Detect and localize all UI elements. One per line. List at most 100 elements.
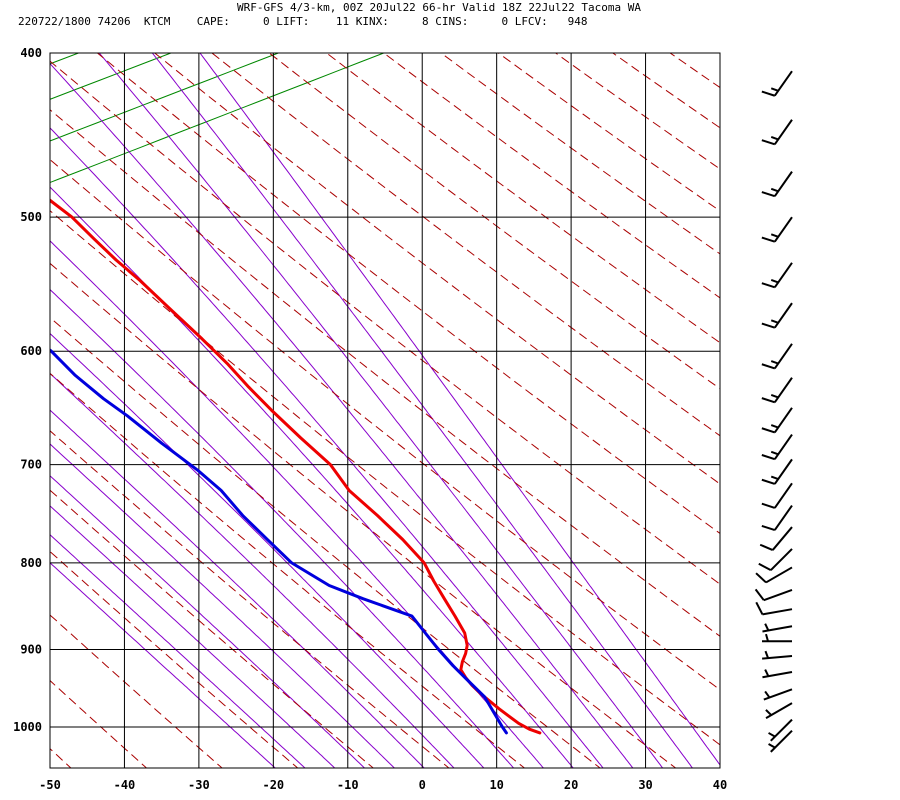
dry-adiabat: [50, 158, 720, 691]
dry-adiabat: [50, 748, 72, 768]
wind-barb: [765, 702, 793, 719]
wind-barb: [761, 262, 793, 289]
dry-adiabat: [714, 44, 900, 770]
dry-adiabat: [382, 53, 720, 299]
moist-adiabat: [50, 288, 515, 768]
mixing-ratio-line: [50, 53, 173, 100]
temperature-tick-label: 0: [419, 778, 426, 792]
wind-barb: [762, 623, 793, 633]
temperature-tick-label: -40: [114, 778, 136, 792]
dry-adiabat: [50, 262, 677, 768]
dry-adiabat: [554, 53, 720, 170]
wind-barb: [761, 504, 793, 532]
moist-adiabat: [50, 409, 425, 768]
wind-barb: [761, 302, 793, 329]
pressure-tick-label: 900: [20, 642, 42, 656]
wind-barb: [768, 729, 793, 753]
pressure-tick-label: 1000: [13, 720, 42, 734]
temperature-axis: -50 -40 -30 -20 -10 0 10 20 30 40: [39, 778, 727, 792]
temperature-tick-label: 40: [713, 778, 727, 792]
moist-adiabat: [50, 332, 485, 768]
wind-barb: [758, 548, 793, 572]
dry-adiabat: [50, 60, 720, 585]
temperature-tick-label: -20: [262, 778, 284, 792]
wind-barb: [762, 669, 793, 679]
dewpoint-profile: [50, 348, 508, 735]
mixing-ratio-line: [50, 53, 386, 184]
pressure-tick-label: 600: [20, 344, 42, 358]
dry-adiabat: [669, 53, 720, 89]
dry-adiabat: [211, 53, 720, 437]
moist-adiabat: [50, 534, 306, 768]
dry-adiabat: [440, 53, 720, 255]
wind-barb: [762, 650, 793, 660]
temperature-profile: [50, 198, 542, 735]
dry-adiabat: [50, 430, 450, 768]
wind-barb: [768, 718, 793, 742]
wind-barb: [759, 526, 793, 551]
plot-border: [49, 52, 721, 769]
wind-barb: [761, 171, 793, 198]
dry-adiabat: [50, 489, 375, 768]
dry-adiabat: [50, 210, 720, 746]
wind-barb: [761, 458, 793, 485]
wind-barb: [761, 70, 793, 97]
moist-adiabats: [50, 53, 720, 768]
moist-adiabat: [50, 475, 366, 768]
temperature-tick-label: -10: [337, 778, 359, 792]
moist-adiabat: [199, 53, 720, 766]
temperature-tick-label: 30: [638, 778, 652, 792]
temperature-tick-label: 20: [564, 778, 578, 792]
plot-frame: [49, 52, 721, 769]
wind-barb: [762, 633, 792, 643]
pressure-tick-label: 700: [20, 458, 42, 472]
pressure-axis: 400 500 600 700 800 900 1000: [13, 46, 42, 734]
mixing-ratio-lines: [0, 44, 386, 770]
moist-adiabat: [50, 505, 336, 768]
dry-adiabats: [50, 44, 900, 770]
wind-barb: [755, 601, 793, 616]
wind-barb: [761, 434, 793, 461]
wind-barbs: [754, 70, 793, 753]
temperature-tick-label: 10: [489, 778, 503, 792]
moist-adiabat: [151, 53, 694, 768]
dry-adiabat: [50, 614, 223, 768]
mixing-ratio-line: [50, 53, 80, 65]
pressure-tick-label: 500: [20, 210, 42, 224]
sounding-profiles: [50, 198, 542, 735]
chart-grid: [49, 52, 721, 768]
wind-barb: [761, 407, 793, 434]
dry-adiabat: [50, 372, 526, 768]
wind-barb: [763, 688, 793, 701]
moist-adiabat: [50, 186, 574, 768]
moist-adiabat: [50, 443, 396, 768]
moist-adiabat: [98, 53, 664, 768]
wind-barb: [754, 588, 793, 602]
temperature-tick-label: -50: [39, 778, 61, 792]
dry-adiabat: [50, 550, 299, 768]
dry-adiabat: [268, 53, 720, 390]
mixing-ratio-line: [50, 53, 280, 142]
pressure-tick-label: 800: [20, 556, 42, 570]
chart-title: WRF-GFS 4/3-km, 00Z 20Jul22 66-hr Valid …: [237, 1, 641, 14]
moist-adiabat: [50, 127, 604, 768]
wind-barb: [761, 377, 793, 404]
dry-adiabat: [96, 53, 720, 535]
dry-adiabat: [325, 53, 720, 344]
temperature-tick-label: -30: [188, 778, 210, 792]
moist-adiabat: [50, 562, 276, 768]
moist-adiabat: [50, 62, 634, 768]
dry-adiabat: [50, 109, 720, 637]
dry-adiabat: [50, 316, 601, 768]
moist-adiabat: [50, 372, 455, 768]
sounding-stats: 220722/1800 74206 KTCM CAPE: 0 LIFT: 11 …: [18, 15, 588, 28]
wind-barb: [761, 482, 793, 509]
wind-barb: [755, 566, 793, 584]
pressure-tick-label: 400: [20, 46, 42, 60]
mixing-ratio-line: [0, 44, 22, 770]
wind-barb: [761, 119, 793, 146]
wind-barb: [761, 343, 793, 370]
wind-barb: [761, 216, 793, 243]
dry-adiabat: [153, 53, 720, 485]
